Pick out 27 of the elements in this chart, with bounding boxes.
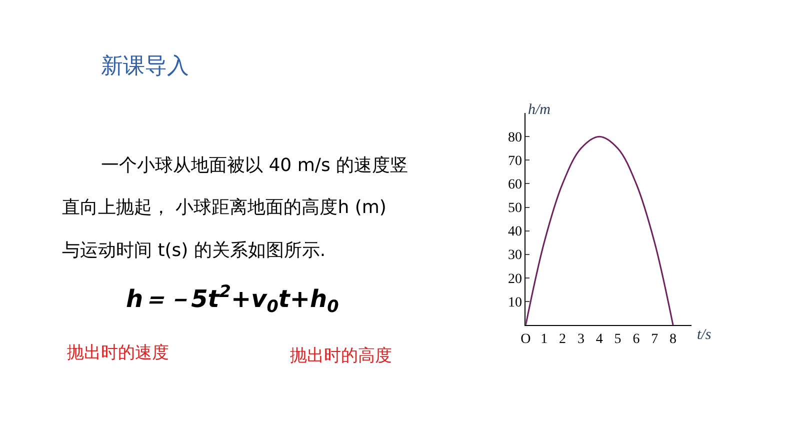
x-tick-label: 8 — [670, 332, 677, 347]
text: h＝－5t$^{2}$+v$_{0}$t+h$_{0}$ — [126, 281, 340, 316]
y-tick-label: 80 — [508, 130, 522, 146]
text: 与运动时间 t(s) 的关系如图所示. — [62, 240, 326, 261]
text: 新课导入 — [101, 54, 189, 79]
y-tick-label: 40 — [508, 224, 522, 240]
x-tick-label: 2 — [559, 332, 566, 347]
x-tick-label: 6 — [632, 332, 640, 347]
text: 一个小球从地面被以 40 m/s 的速度竖 — [101, 155, 408, 176]
text: 直向上抛起， 小球距离地面的高度h (m) — [62, 197, 386, 218]
y-tick-label: 20 — [508, 272, 522, 287]
x-axis-title: t/s — [697, 327, 712, 343]
y-tick-label: 70 — [508, 154, 522, 170]
y-tick-label: 50 — [508, 201, 522, 216]
x-tick-label: O — [520, 332, 531, 347]
line-series — [526, 136, 674, 325]
x-tick-label: 7 — [651, 332, 658, 347]
x-tick-label: 3 — [577, 332, 584, 347]
x-tick-label: 1 — [540, 332, 548, 347]
text: 抛出时的高度 — [290, 346, 392, 366]
x-tick-label: 4 — [596, 332, 603, 347]
y-tick-label: 60 — [508, 178, 522, 193]
y-tick-label: 10 — [508, 295, 522, 310]
x-tick-label: 5 — [614, 332, 622, 347]
y-axis-title: h/m — [528, 102, 551, 118]
y-tick-label: 30 — [508, 248, 522, 264]
text: 抛出时的速度 — [67, 343, 169, 363]
